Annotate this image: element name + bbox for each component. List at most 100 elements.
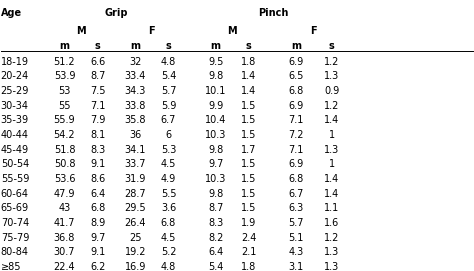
Text: 8.7: 8.7 [90,72,105,82]
Text: 4.9: 4.9 [161,174,176,184]
Text: 53: 53 [58,86,71,96]
Text: 75-79: 75-79 [0,233,29,243]
Text: 8.9: 8.9 [90,218,105,228]
Text: 5.4: 5.4 [161,72,176,82]
Text: 55.9: 55.9 [54,115,75,125]
Text: 8.1: 8.1 [90,130,105,140]
Text: 6.4: 6.4 [208,247,223,257]
Text: 1.4: 1.4 [324,189,339,199]
Text: 6.8: 6.8 [90,203,105,213]
Text: 7.5: 7.5 [90,86,105,96]
Text: 36.8: 36.8 [54,233,75,243]
Text: 4.5: 4.5 [161,233,176,243]
Text: 6.9: 6.9 [289,57,304,67]
Text: 1: 1 [328,130,335,140]
Text: 1.7: 1.7 [241,145,256,155]
Text: 3.1: 3.1 [289,262,304,271]
Text: 4.5: 4.5 [161,159,176,169]
Text: 10.3: 10.3 [205,174,227,184]
Text: 1.4: 1.4 [241,72,256,82]
Text: 1.5: 1.5 [241,159,256,169]
Text: s: s [165,41,171,51]
Text: 1.4: 1.4 [324,115,339,125]
Text: 6.9: 6.9 [289,101,304,111]
Text: 41.7: 41.7 [54,218,75,228]
Text: 65-69: 65-69 [0,203,29,213]
Text: 9.7: 9.7 [90,233,105,243]
Text: 5.7: 5.7 [288,218,304,228]
Text: 26.4: 26.4 [125,218,146,228]
Text: 7.2: 7.2 [288,130,304,140]
Text: 1.2: 1.2 [324,57,339,67]
Text: 1.6: 1.6 [324,218,339,228]
Text: 1.5: 1.5 [241,101,256,111]
Text: 9.1: 9.1 [90,159,105,169]
Text: 51.2: 51.2 [54,57,75,67]
Text: 70-74: 70-74 [0,218,29,228]
Text: 3.6: 3.6 [161,203,176,213]
Text: M: M [228,26,237,36]
Text: 1.5: 1.5 [241,189,256,199]
Text: 1: 1 [328,159,335,169]
Text: 30.7: 30.7 [54,247,75,257]
Text: 33.7: 33.7 [125,159,146,169]
Text: 1.5: 1.5 [241,115,256,125]
Text: 1.3: 1.3 [324,72,339,82]
Text: 34.3: 34.3 [125,86,146,96]
Text: 32: 32 [129,57,142,67]
Text: 18-19: 18-19 [0,57,29,67]
Text: 34.1: 34.1 [125,145,146,155]
Text: 8.2: 8.2 [208,233,223,243]
Text: 33.4: 33.4 [125,72,146,82]
Text: M: M [76,26,86,36]
Text: 9.1: 9.1 [90,247,105,257]
Text: 2.1: 2.1 [241,247,256,257]
Text: 31.9: 31.9 [125,174,146,184]
Text: F: F [149,26,155,36]
Text: 54.2: 54.2 [54,130,75,140]
Text: ≥85: ≥85 [0,262,21,271]
Text: 1.2: 1.2 [324,101,339,111]
Text: 1.3: 1.3 [324,145,339,155]
Text: 6.7: 6.7 [161,115,176,125]
Text: 9.5: 9.5 [208,57,223,67]
Text: 40-44: 40-44 [0,130,29,140]
Text: 5.2: 5.2 [161,247,176,257]
Text: 1.1: 1.1 [324,203,339,213]
Text: 9.8: 9.8 [208,189,223,199]
Text: 16.9: 16.9 [125,262,146,271]
Text: 5.7: 5.7 [161,86,176,96]
Text: 6.2: 6.2 [90,262,105,271]
Text: 4.8: 4.8 [161,57,176,67]
Text: 1.9: 1.9 [241,218,256,228]
Text: 50-54: 50-54 [0,159,29,169]
Text: 5.9: 5.9 [161,101,176,111]
Text: 22.4: 22.4 [54,262,75,271]
Text: 20-24: 20-24 [0,72,29,82]
Text: 7.9: 7.9 [90,115,105,125]
Text: 9.7: 9.7 [208,159,223,169]
Text: 6.8: 6.8 [289,174,304,184]
Text: 6.4: 6.4 [90,189,105,199]
Text: 2.4: 2.4 [241,233,256,243]
Text: 6.8: 6.8 [161,218,176,228]
Text: 53.9: 53.9 [54,72,75,82]
Text: m: m [291,41,301,51]
Text: Grip: Grip [105,8,128,18]
Text: F: F [310,26,317,36]
Text: 50.8: 50.8 [54,159,75,169]
Text: 5.5: 5.5 [161,189,176,199]
Text: 1.3: 1.3 [324,247,339,257]
Text: 6.9: 6.9 [289,159,304,169]
Text: 36: 36 [129,130,142,140]
Text: 5.4: 5.4 [208,262,223,271]
Text: 6.8: 6.8 [289,86,304,96]
Text: s: s [95,41,100,51]
Text: 9.8: 9.8 [208,72,223,82]
Text: m: m [211,41,221,51]
Text: 47.9: 47.9 [54,189,75,199]
Text: 28.7: 28.7 [125,189,146,199]
Text: 53.6: 53.6 [54,174,75,184]
Text: 43: 43 [58,203,71,213]
Text: 45-49: 45-49 [0,145,29,155]
